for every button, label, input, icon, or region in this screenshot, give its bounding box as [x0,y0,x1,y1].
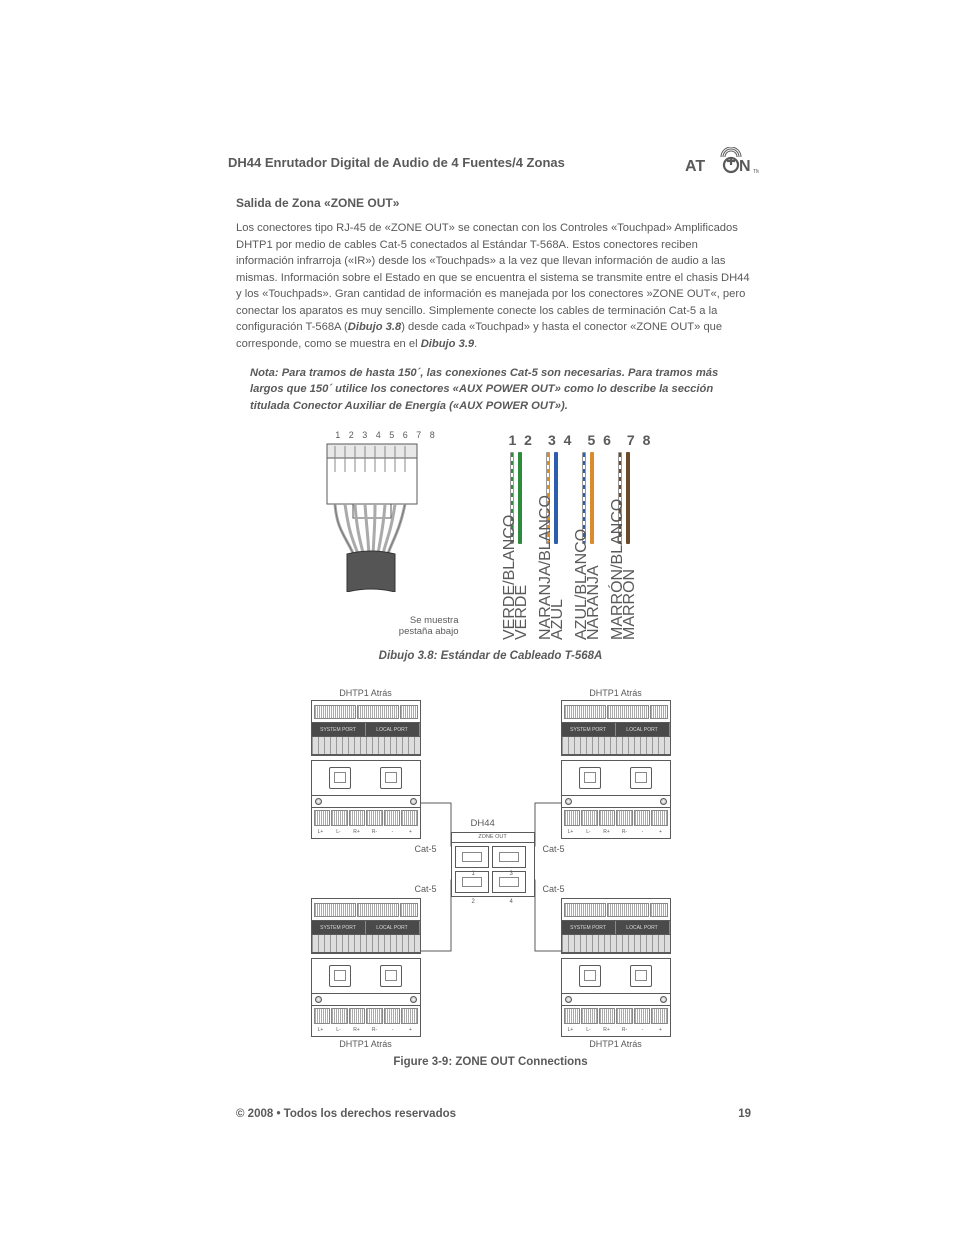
rj45-pin-numbers: 1 2 3 4 5 6 7 8 [317,430,457,440]
figure-3-9: DH44 ZONE OUT 1 3 2 4 Cat-5 Cat-5 Cat-5 … [311,688,671,1048]
dh44-label: DH44 [471,818,495,829]
zone-out-label: ZONE OUT [452,833,534,843]
port-num-1: 1 [472,871,475,877]
cat5-label-1: Cat-5 [415,844,437,854]
wire-pairs: VERDE/BLANCOVERDENARANJA/BLANCOAZULAZUL/… [505,452,665,640]
footer-copyright: © 2008 • Todos los derechos reservados [236,1108,456,1120]
dh44-box: ZONE OUT 1 3 2 4 [451,832,535,897]
dhtp-label: DHTP1 Atrás [311,1039,421,1049]
port-num-4: 4 [510,899,513,905]
rj45-connector-diagram [317,442,457,592]
cat5-label-2: Cat-5 [543,844,565,854]
figure-3-8-caption: Dibujo 3.8: Estándar de Cableado T-568A [228,650,753,662]
dhtp-label: DHTP1 Atrás [311,688,421,698]
dhtp-label: DHTP1 Atrás [561,1039,671,1049]
svg-text:N: N [739,158,751,175]
dhtp-label: DHTP1 Atrás [561,688,671,698]
dh44-port-4 [492,871,526,893]
cat5-label-3: Cat-5 [415,884,437,894]
cat5-label-4: Cat-5 [543,884,565,894]
dhtp-unit-top-right: DHTP1 Atrás SYSTEM PORTLOCAL PORT L+L-R+… [561,688,671,839]
port-num-3: 3 [510,871,513,877]
tab-caption: Se muestra pestaña abajo [379,615,459,639]
dhtp-unit-top-left: DHTP1 Atrás SYSTEM PORTLOCAL PORT L+L-R+… [311,688,421,839]
dh44-port-3 [492,846,526,868]
dhtp-unit-bottom-left: SYSTEM PORTLOCAL PORT L+L-R+R--+ DHTP1 A… [311,898,421,1049]
port-num-2: 2 [472,899,475,905]
dh44-port-1 [455,846,489,868]
section-heading: Salida de Zona «ZONE OUT» [236,196,753,210]
svg-text:AT: AT [685,158,705,175]
note-paragraph: Nota: Para tramos de hasta 150´, las con… [250,365,749,415]
aton-logo: AT N TM [679,147,759,184]
dhtp-unit-bottom-right: SYSTEM PORTLOCAL PORT L+L-R+R--+ DHTP1 A… [561,898,671,1049]
footer-page-number: 19 [738,1108,751,1120]
body-paragraph: Los conectores tipo RJ-45 de «ZONE OUT» … [236,220,753,353]
svg-text:TM: TM [753,169,759,175]
doc-title: DH44 Enrutador Digital de Audio de 4 Fue… [228,155,565,170]
figure-3-8: 1 2 3 4 5 6 7 8 [228,430,753,640]
pair-numbers-row: 1 2 3 4 5 6 7 8 [509,432,665,448]
figure-3-9-caption: Figure 3-9: ZONE OUT Connections [228,1056,753,1068]
